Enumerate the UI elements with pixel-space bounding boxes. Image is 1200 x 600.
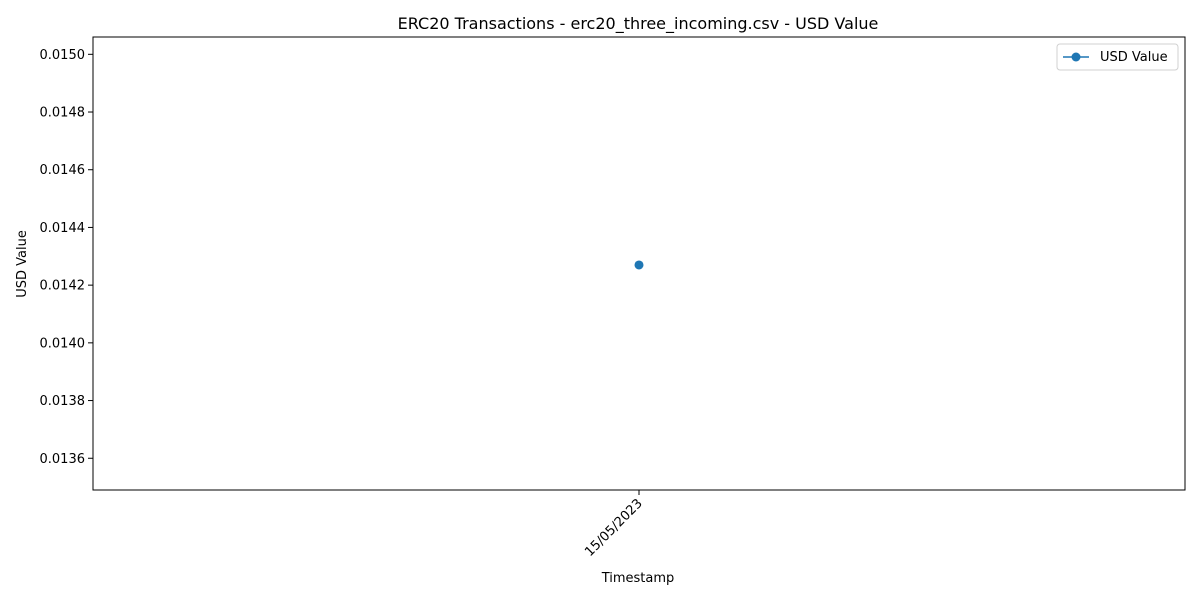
- y-tick-label: 0.0150: [40, 48, 86, 63]
- chart-title: ERC20 Transactions - erc20_three_incomin…: [398, 14, 879, 34]
- y-tick-label: 0.0140: [40, 336, 86, 351]
- y-tick-label: 0.0142: [40, 279, 86, 294]
- y-tick-label: 0.0146: [40, 163, 86, 178]
- legend-label: USD Value: [1100, 50, 1168, 65]
- y-axis-label: USD Value: [15, 230, 30, 298]
- legend-marker: [1071, 52, 1081, 62]
- y-tick-label: 0.0148: [40, 106, 86, 121]
- data-point: [634, 260, 644, 270]
- legend: USD Value: [1056, 43, 1179, 71]
- y-axis: 0.0136 0.0138 0.0140 0.0142 0.0144 0.0146 0.01…: [40, 48, 93, 467]
- legend-box: [1056, 43, 1179, 71]
- y-tick-label: 0.0138: [40, 394, 86, 409]
- y-tick-label: 0.0144: [40, 221, 86, 236]
- series-layer: [634, 260, 644, 270]
- x-axis-label: Timestamp: [601, 571, 675, 586]
- y-tick-label: 0.0136: [40, 452, 86, 467]
